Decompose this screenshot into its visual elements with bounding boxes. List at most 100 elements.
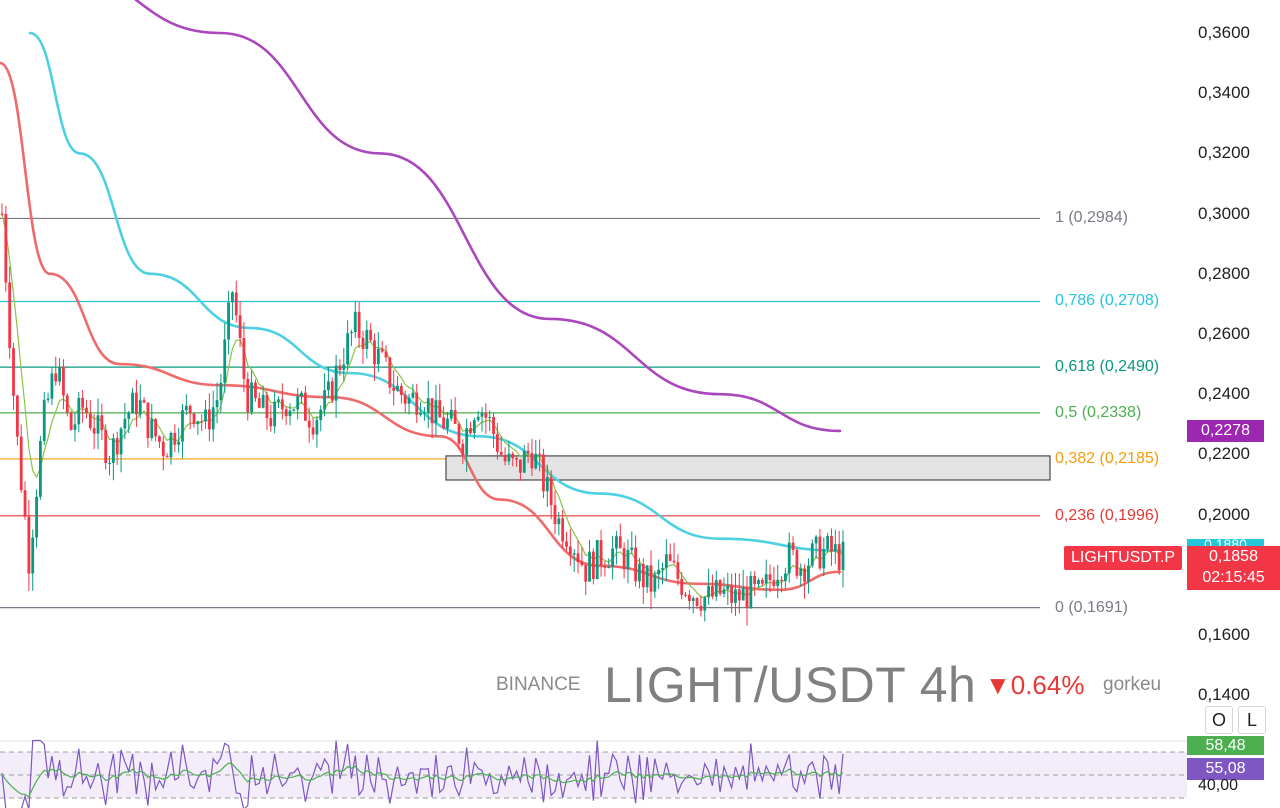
candle-body [135,392,138,415]
price-axis-tick: 0,3600 [1198,23,1250,42]
candle-body [27,516,31,574]
candle-body [58,366,62,382]
candle-body [330,381,334,401]
candle-body [730,585,734,603]
candle-body [204,409,207,422]
moving-averages [0,0,844,598]
candle-body [495,434,499,452]
moving-average-line [133,0,842,433]
candle-body [830,535,833,552]
candle-body [545,477,549,492]
candle-body [181,410,184,442]
ma-purple-badge: 0,2278 [1187,420,1264,442]
candle-body [165,456,169,458]
candle-body [833,544,837,552]
candle-body [626,550,630,570]
fib-level-label: 1 (0,2984) [1055,209,1128,227]
candle-body [641,563,645,588]
candle-body [142,400,146,403]
candle-body [826,535,830,550]
candle-body [399,385,403,395]
candle-body [469,428,472,434]
candle-body [242,338,246,379]
candle-body [388,357,392,388]
candle-body [703,597,707,611]
candle-body [453,409,457,424]
resistance-zone [445,455,1051,481]
candle-body [146,402,150,439]
candle-body [396,385,399,391]
candle-body [158,436,161,442]
candle-body [476,416,480,421]
candle-body [837,544,841,570]
candle-body [741,587,745,601]
candle-body [280,399,284,410]
candle-body [595,540,599,579]
candle-body [361,337,365,349]
candle-body [238,315,242,339]
candle-body [323,390,326,410]
candle-body [714,580,718,597]
watermark-change: ▼0.64% [985,670,1085,700]
candle-body [634,547,638,582]
candle-body [426,398,430,413]
candle-body [92,428,96,434]
fib-level-label: 0 (0,1691) [1055,598,1128,616]
candle-body [434,400,438,424]
bar-countdown: 02:15:45 [1202,569,1265,586]
candle-body [73,424,77,430]
candle-body [188,405,192,414]
candle-body [449,409,453,419]
fib-level-label: 0,5 (0,2338) [1055,403,1142,421]
rsi-line [1,739,844,808]
candle-body [764,574,768,584]
price-axis-tick: 0,3000 [1198,203,1250,223]
fib-level-label: 0,236 (0,1996) [1055,506,1160,524]
candle-body [607,567,611,569]
candle-body [315,420,319,435]
candle-body [568,546,572,555]
candle-body [542,454,545,492]
fast-moving-average-line [1,213,844,598]
candlesticks [0,203,845,626]
candle-body [584,564,588,582]
candle-body [465,428,469,455]
candle-body [680,578,684,595]
candle-body [438,400,442,418]
candle-body [104,430,108,464]
candle-body [0,213,4,215]
ma-cyan-badge: 0,1880 [1187,539,1264,548]
candle-body [288,410,292,417]
candle-body [19,436,23,491]
candle-body [676,562,680,579]
candle-body [668,554,672,561]
candle-body [565,541,568,547]
candle-body [519,459,522,473]
candle-body [100,415,104,431]
candle-body [39,440,42,497]
candle-body [42,399,46,441]
candle-body [23,490,27,517]
candle-body [96,415,100,434]
candle-body [645,565,649,588]
candle-body [254,382,257,399]
candle-body [745,587,749,608]
candle-body [111,438,115,463]
candle-body [630,547,634,551]
candle-body [718,580,722,594]
candle-body [173,432,177,445]
candle-body [365,329,369,349]
candle-body [661,567,664,570]
lock-scale-button[interactable]: L [1238,706,1266,734]
candle-body [753,576,757,585]
candle-body [615,536,618,549]
candle-body [119,428,123,455]
log-scale-button[interactable]: O [1205,706,1233,734]
candle-body [638,563,641,582]
candle-body [726,585,730,590]
candle-body [415,392,419,415]
candle-body [373,340,376,365]
candle-body [791,542,795,551]
candle-body [54,373,58,382]
